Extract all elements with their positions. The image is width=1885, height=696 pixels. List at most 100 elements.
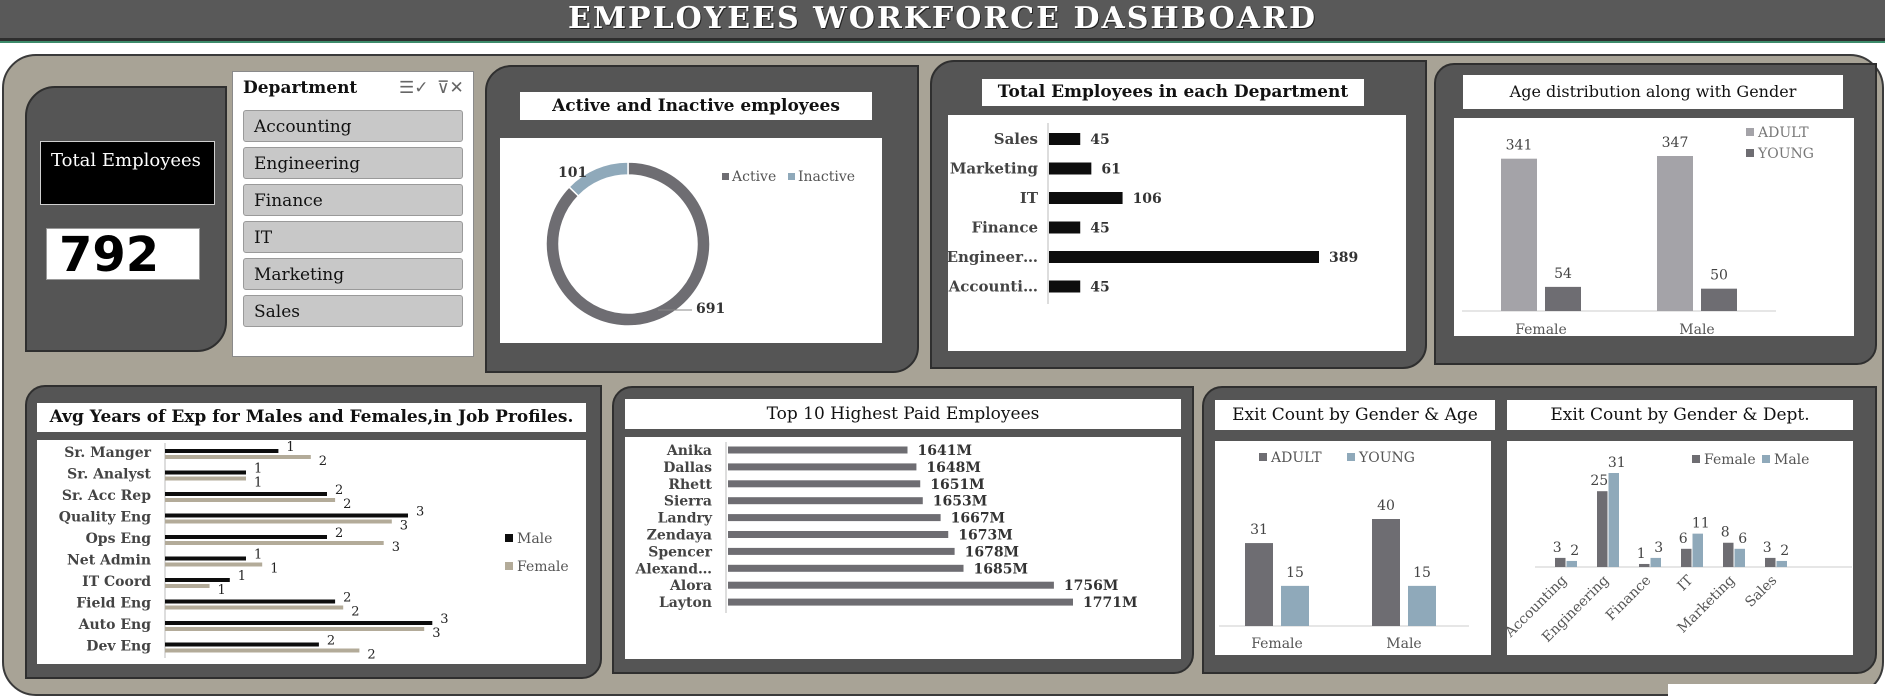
title-bar: EMPLOYEES WORKFORCE DASHBOARD xyxy=(0,0,1885,41)
exp-tick-label: Ops Eng xyxy=(86,531,152,547)
age-bar-young xyxy=(1545,286,1581,311)
age-gender-bar-chart: 341 54 Female 347 50 Male ADULT YOUNG xyxy=(1462,125,1814,338)
exp-tick-label: Dev Eng xyxy=(86,639,151,655)
age-data-label: 50 xyxy=(1710,268,1728,284)
exit-dept-bar-male xyxy=(1650,557,1661,567)
legend-label-adult: ADULT xyxy=(1757,125,1809,141)
exp-tick-label: Quality Eng xyxy=(59,510,151,526)
exp-data-label: 2 xyxy=(367,648,375,663)
exp-bar-male xyxy=(165,621,433,625)
exp-data-label: 2 xyxy=(351,605,359,620)
top-paid-title: Top 10 Highest Paid Employees xyxy=(625,399,1181,429)
dept-bar xyxy=(1049,251,1319,263)
exp-bar-female xyxy=(165,648,360,653)
legend-label-female: Female xyxy=(517,559,569,575)
dept-tick-label: Accounti… xyxy=(948,278,1038,296)
exit-dept-bar-female xyxy=(1681,548,1692,567)
paid-bar xyxy=(728,463,917,471)
dept-tick-label: Marketing xyxy=(950,160,1039,178)
exit-dept-data-label: 2 xyxy=(1570,543,1579,559)
donut-slice-active xyxy=(545,161,711,327)
top-paid-plot: Anika 1641M Dallas 1648M Rhett 1651M Sierra 165… xyxy=(625,437,1181,659)
exp-data-label: 1 xyxy=(270,562,278,577)
exp-data-label: 2 xyxy=(343,497,351,512)
exp-tick-label: Sr. Manger xyxy=(64,445,151,461)
exit-dept-bar-female xyxy=(1723,542,1734,567)
kpi-value: 792 xyxy=(46,228,200,281)
exit-dept-data-label: 1 xyxy=(1637,546,1646,562)
legend-swatch-male xyxy=(505,534,513,542)
exp-data-label: 1 xyxy=(218,583,226,598)
age-gender-plot: 341 54 Female 347 50 Male ADULT YOUNG xyxy=(1454,118,1854,338)
paid-data-label: 1756M xyxy=(1064,578,1118,594)
slicer-item-finance[interactable]: Finance xyxy=(243,184,463,216)
exit-age-category-label: Female xyxy=(1251,636,1303,652)
exit-dept-data-label: 8 xyxy=(1721,525,1730,541)
clear-filter-icon[interactable]: ⊽✕ xyxy=(437,78,464,98)
dept-totals-bar-chart: Sales 45 Marketing 61 IT 106 Finance 45 Engineer… xyxy=(947,123,1358,304)
slicer-item-engineering[interactable]: Engineering xyxy=(243,147,463,179)
paid-data-label: 1667M xyxy=(951,511,1005,527)
paid-data-label: 1678M xyxy=(965,544,1019,560)
exp-data-label: 1 xyxy=(254,548,262,563)
active-inactive-plot: 691 101 Active Inactive xyxy=(500,138,882,343)
exit-dept-bar-male xyxy=(1734,548,1745,567)
exit-age-data-label: 40 xyxy=(1377,498,1395,514)
paid-bar xyxy=(728,446,908,454)
paid-tick-label: Dallas xyxy=(663,460,712,476)
donut-label-active: 691 xyxy=(696,301,725,317)
paid-data-label: 1673M xyxy=(958,528,1012,544)
exp-tick-label: Auto Eng xyxy=(78,617,152,633)
exp-bar-female xyxy=(165,541,384,545)
dept-data-label: 45 xyxy=(1090,280,1109,296)
exit-age-bar-young xyxy=(1281,585,1309,626)
legend-label-young: YOUNG xyxy=(1757,146,1814,162)
exp-bar-female xyxy=(165,562,263,567)
paid-data-label: 1771M xyxy=(1083,595,1137,611)
exit-dept-bar-female xyxy=(1597,491,1608,567)
exp-bar-female xyxy=(165,584,210,588)
dept-data-label: 45 xyxy=(1090,132,1109,148)
dashboard-title: EMPLOYEES WORKFORCE DASHBOARD xyxy=(567,1,1318,36)
dept-bar xyxy=(1049,133,1081,145)
dept-bar xyxy=(1049,221,1081,234)
slicer-item-it[interactable]: IT xyxy=(243,221,463,253)
legend-label-male: Male xyxy=(517,531,552,547)
exit-dept-plot: 3 2 Accounting 25 31 Engineering 1 3 Finance 6 11 I… xyxy=(1501,441,1853,655)
exit-dept-category-label: IT xyxy=(1674,572,1696,594)
legend-swatch-active xyxy=(722,173,729,180)
paid-bar xyxy=(728,581,1054,589)
exp-bar-male xyxy=(165,578,230,582)
legend-label-male: Male xyxy=(1774,452,1809,468)
exp-data-label: 3 xyxy=(392,540,400,555)
exp-bar-male xyxy=(165,513,408,518)
slicer-item-sales[interactable]: Sales xyxy=(243,295,463,327)
exp-bar-female xyxy=(165,605,344,610)
exp-bar-female xyxy=(165,627,425,631)
exp-data-label: 3 xyxy=(416,505,424,520)
exp-bar-male xyxy=(165,492,327,496)
multi-select-icon[interactable]: ☰✓ xyxy=(399,78,429,98)
exp-data-label: 1 xyxy=(238,569,246,584)
paid-data-label: 1651M xyxy=(930,477,984,493)
paid-bar xyxy=(728,514,941,522)
exp-bar-female xyxy=(165,498,336,502)
kpi-label: Total Employees xyxy=(40,141,215,205)
title-divider xyxy=(0,41,1885,43)
slicer-item-marketing[interactable]: Marketing xyxy=(243,258,463,290)
legend-label-adult: ADULT xyxy=(1270,450,1322,466)
exp-bar-female xyxy=(165,455,311,459)
exit-dept-bar-female xyxy=(1639,563,1650,567)
exit-age-category-label: Male xyxy=(1386,636,1421,652)
slicer-item-accounting[interactable]: Accounting xyxy=(243,110,463,142)
legend-label-inactive: Inactive xyxy=(798,169,855,185)
dept-tick-label: Engineer… xyxy=(948,248,1038,266)
exp-data-label: 2 xyxy=(343,591,351,606)
exit-dept-category-label: Finance xyxy=(1603,573,1654,624)
paid-data-label: 1648M xyxy=(926,460,980,476)
exp-data-label: 2 xyxy=(335,526,343,541)
exp-bar-female xyxy=(165,519,392,524)
exit-age-data-label: 15 xyxy=(1413,565,1431,581)
dept-tick-label: IT xyxy=(1020,189,1039,207)
exit-dept-data-label: 3 xyxy=(1763,540,1772,556)
